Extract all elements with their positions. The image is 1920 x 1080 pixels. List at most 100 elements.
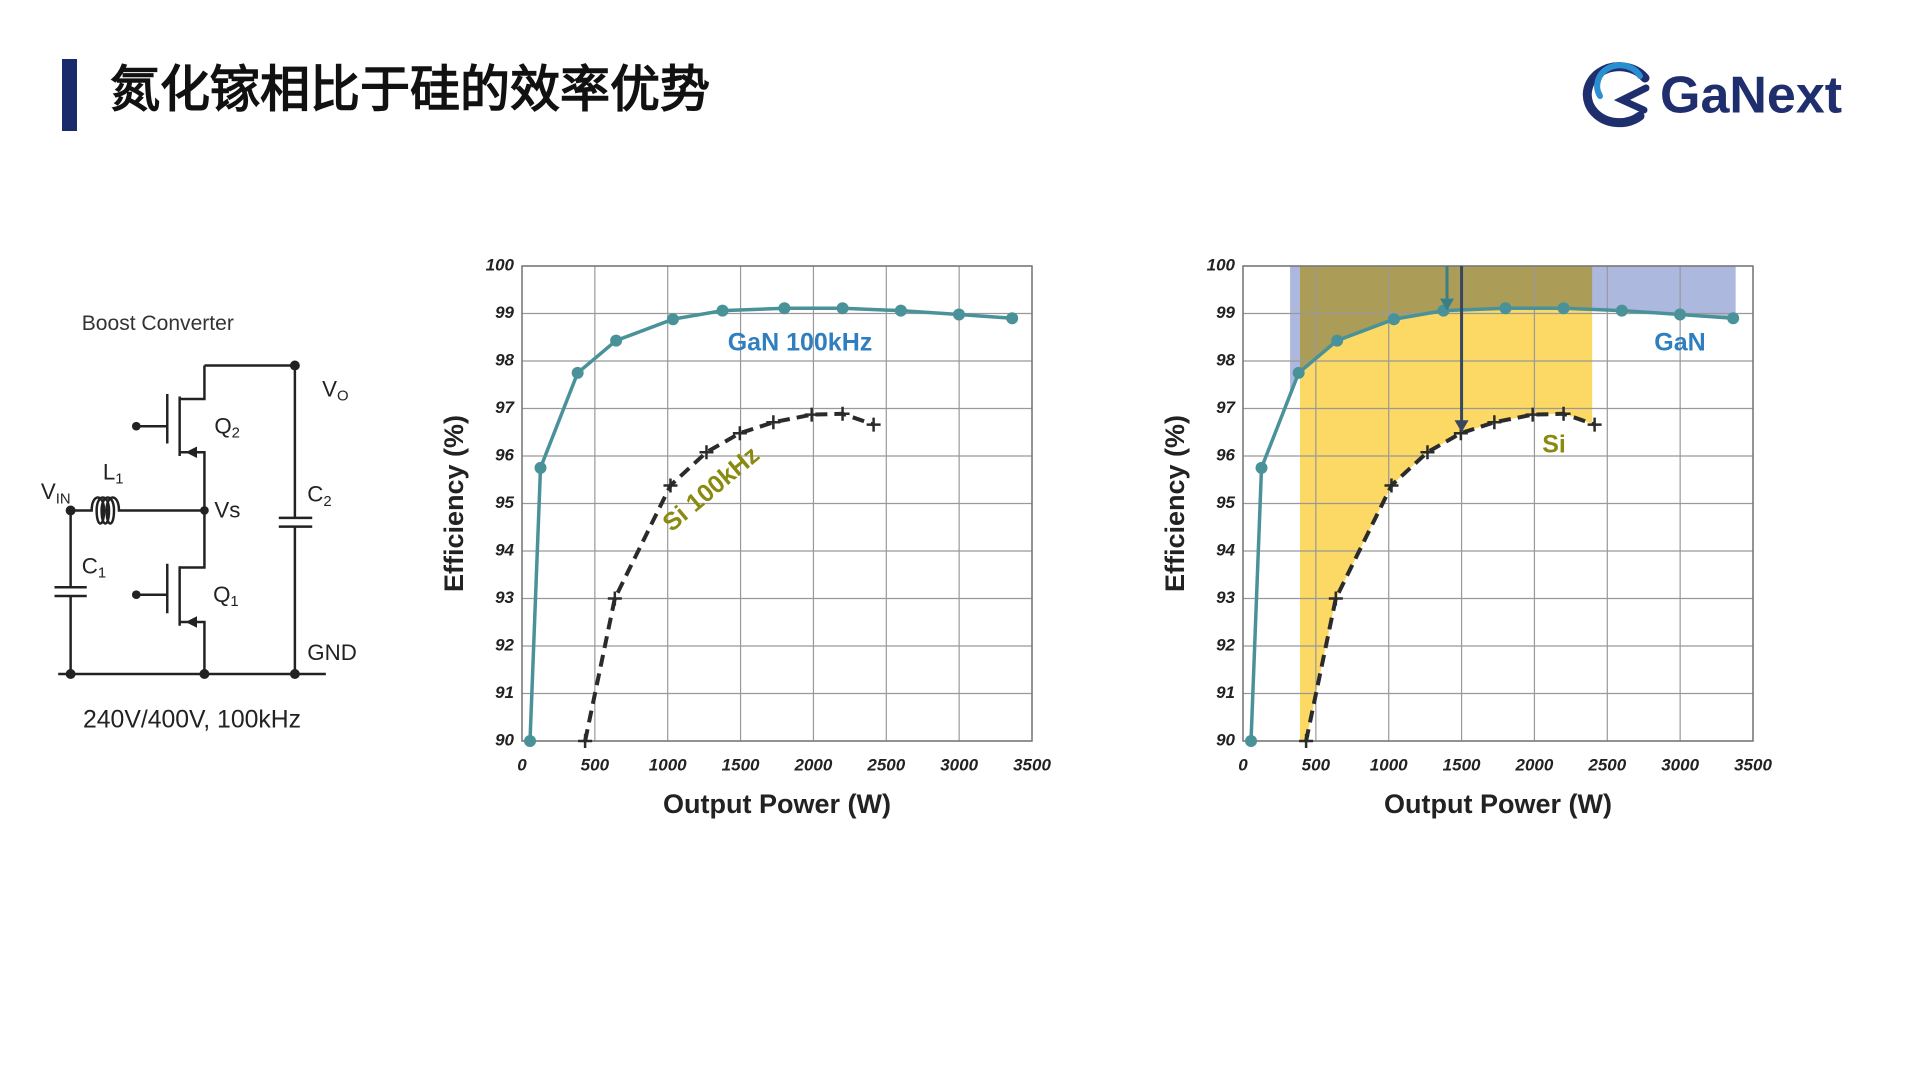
- y-tick-label: 99: [495, 303, 514, 322]
- capacitor: [54, 510, 313, 675]
- label-sub: 1: [115, 471, 123, 487]
- label-main: Q: [214, 413, 231, 438]
- arrow: [185, 446, 198, 628]
- label-main: GND: [307, 640, 357, 665]
- y-tick-label: 98: [495, 350, 514, 369]
- y-tick-label: 96: [1216, 445, 1235, 464]
- y-tick-label: 100: [486, 255, 515, 274]
- marker: [607, 591, 622, 606]
- marker: [716, 304, 729, 317]
- x-tick-label: 0: [1238, 755, 1248, 774]
- marker: [666, 313, 679, 326]
- marker: [524, 735, 537, 747]
- marker: [952, 308, 965, 321]
- y-tick-label: 92: [495, 635, 514, 654]
- series-label: GaN 100kHz: [728, 329, 873, 357]
- circuit: Boost Converter 240V/400V, 100kHz VOQ2L1…: [41, 312, 357, 733]
- x-tick-label: 3500: [1013, 755, 1051, 774]
- marker: [578, 734, 593, 748]
- nodes: [65, 360, 300, 679]
- marker: [778, 302, 791, 315]
- x-tick-label: 3500: [1734, 755, 1772, 774]
- series-line: [528, 306, 1013, 742]
- marker: [1487, 415, 1502, 430]
- y-tick-label: 97: [1216, 398, 1236, 417]
- marker: [1245, 735, 1258, 747]
- y-tick-label: 98: [1216, 350, 1235, 369]
- label-main: C: [82, 553, 98, 578]
- circuit-label: Vs: [214, 498, 240, 523]
- x-tick-label: 2000: [1515, 755, 1554, 774]
- marker: [1615, 304, 1628, 317]
- wire: [136, 563, 206, 675]
- marker: [1299, 734, 1314, 748]
- marker: [1384, 478, 1399, 493]
- marker: [1727, 312, 1740, 325]
- y-tick-label: 95: [495, 493, 514, 512]
- arrow-head: [1454, 420, 1469, 433]
- marker: [1499, 302, 1512, 315]
- y-tick-label: 97: [495, 398, 515, 417]
- circuit-label: L1: [103, 459, 124, 487]
- circuit-label: C1: [82, 553, 106, 581]
- marker: [866, 417, 881, 432]
- logo-icon: [1582, 62, 1650, 128]
- marker: [1556, 406, 1571, 421]
- circuit-caption: 240V/400V, 100kHz: [83, 707, 301, 734]
- circuit-label: GND: [307, 640, 357, 665]
- logo-text: GaNext: [1660, 67, 1842, 125]
- marker: [1255, 461, 1268, 474]
- circuit-label: VO: [322, 376, 348, 404]
- marker: [610, 334, 623, 347]
- y-tick-label: 91: [495, 683, 514, 702]
- y-tick-label: 94: [495, 540, 514, 559]
- y-tick-label: 93: [495, 588, 514, 607]
- x-tick-label: 2000: [794, 755, 833, 774]
- label-main: Q: [213, 582, 230, 607]
- label-main: V: [322, 376, 337, 401]
- label-sub: 2: [323, 494, 331, 510]
- circuit-label: Q2: [214, 413, 240, 441]
- marker: [804, 407, 819, 422]
- x-tick-label: 1000: [1370, 755, 1408, 774]
- circuit-label: Q1: [213, 582, 239, 610]
- label-sub: 1: [98, 566, 106, 582]
- marker: [766, 415, 781, 430]
- x-tick-label: 3000: [1661, 755, 1699, 774]
- shaded-region: [1290, 266, 1736, 395]
- x-tick-label: 2500: [1587, 755, 1626, 774]
- marker: [1006, 312, 1019, 325]
- x-tick-label: 3000: [940, 755, 978, 774]
- marker: [835, 406, 850, 421]
- marker: [1420, 445, 1435, 460]
- label-sub: 1: [230, 594, 238, 610]
- y-tick-label: 91: [1216, 683, 1235, 702]
- wire: [136, 365, 206, 569]
- series-label: GaN: [1654, 329, 1705, 357]
- label-sub: O: [337, 388, 349, 404]
- x-tick-label: 0: [517, 755, 527, 774]
- marker: [571, 366, 584, 379]
- y-tick-label: 93: [1216, 588, 1235, 607]
- label-main: Vs: [214, 498, 240, 523]
- marker: [1673, 308, 1686, 321]
- plot-frame: [521, 265, 1033, 742]
- y-tick-label: 94: [1216, 540, 1235, 559]
- marker: [894, 304, 907, 317]
- y-tick-label: 100: [1207, 255, 1236, 274]
- inductor: [70, 496, 205, 525]
- circuit-title: Boost Converter: [82, 312, 234, 335]
- plot-frame: [1242, 265, 1754, 742]
- y-tick-label: 99: [1216, 303, 1235, 322]
- marker: [1387, 313, 1400, 326]
- label-sub: 2: [232, 426, 240, 442]
- y-tick-label: 96: [495, 445, 514, 464]
- y-axis-title: Efficiency (%): [1160, 415, 1190, 592]
- x-tick-label: 500: [1302, 755, 1331, 774]
- label-sub: IN: [56, 491, 71, 507]
